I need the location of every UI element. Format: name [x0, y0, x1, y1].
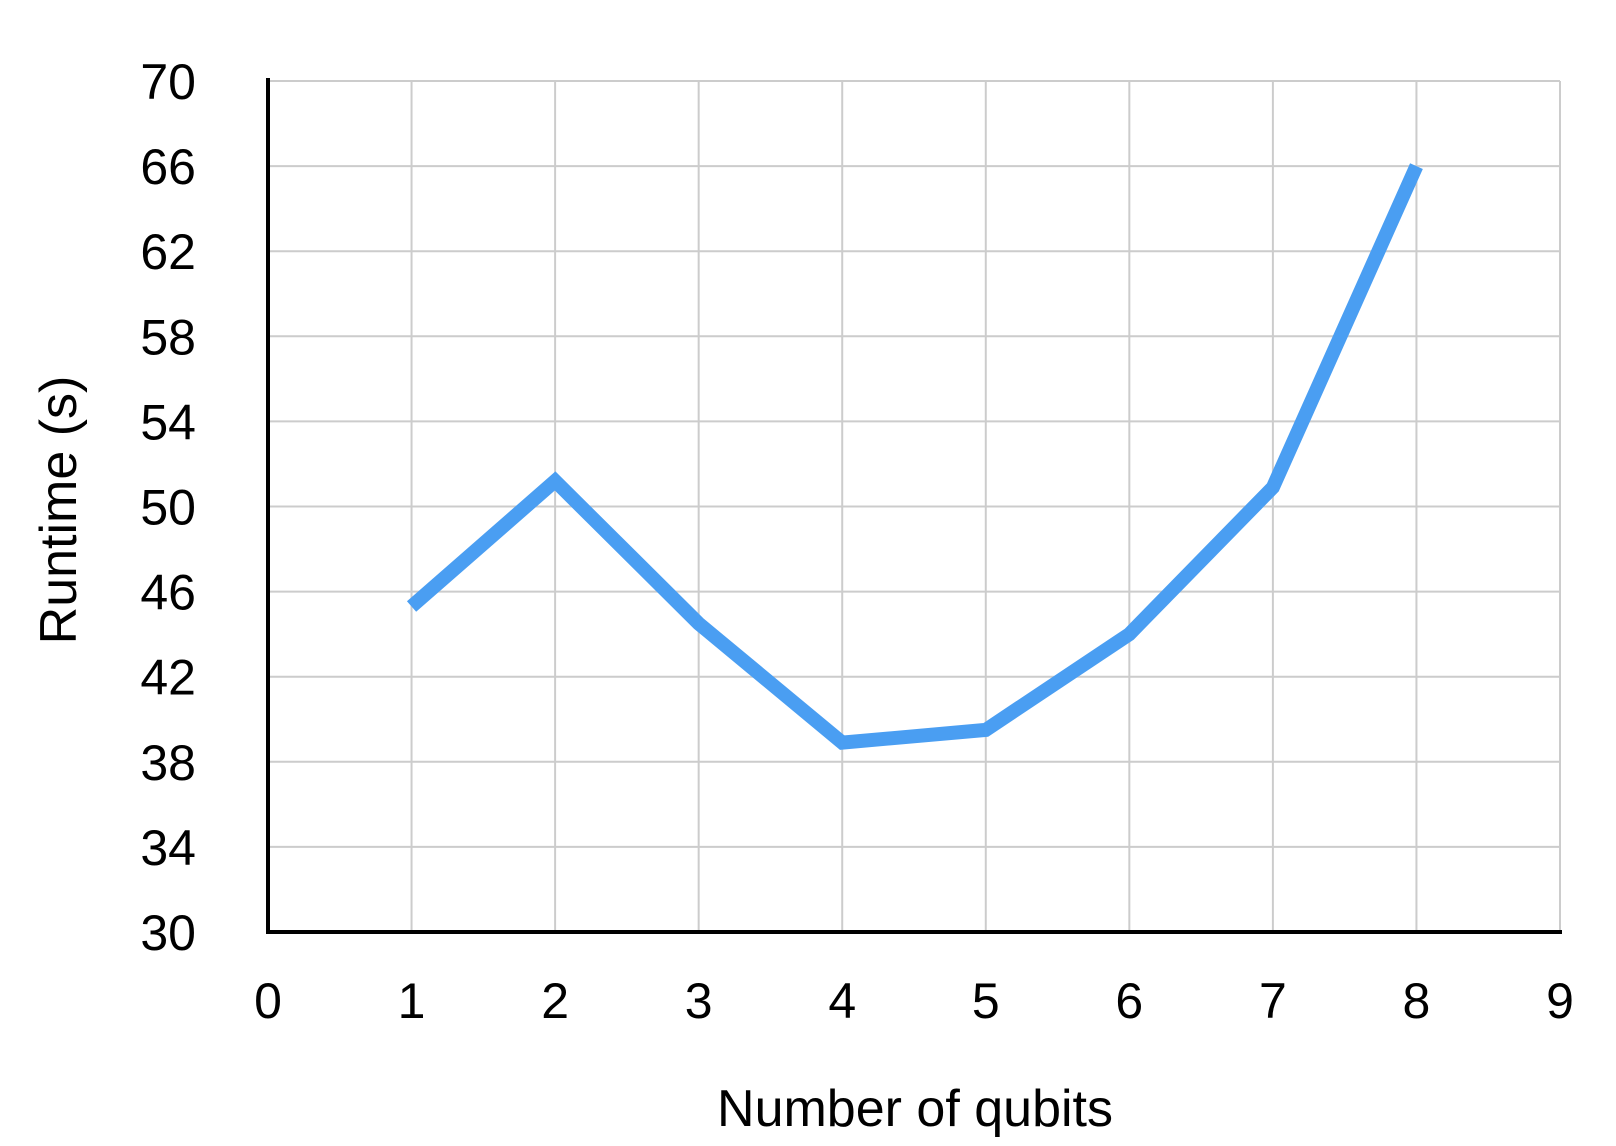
x-tick-label: 9 [1546, 973, 1574, 1029]
y-tick-label: 42 [140, 650, 196, 706]
axes [266, 78, 1562, 934]
x-tick-label: 4 [828, 973, 856, 1029]
x-tick-label: 8 [1403, 973, 1431, 1029]
x-tick-label: 1 [398, 973, 426, 1029]
y-tick-label: 66 [140, 139, 196, 195]
y-tick-label: 70 [140, 54, 196, 110]
y-tick-label: 62 [140, 224, 196, 280]
y-tick-label: 30 [140, 905, 196, 961]
y-tick-label: 46 [140, 565, 196, 621]
y-tick-label: 50 [140, 480, 196, 536]
y-tick-label: 54 [140, 394, 196, 450]
series-line [406, 163, 1423, 750]
x-tick-labels: 0 1 2 3 4 5 6 7 8 9 [254, 973, 1574, 1029]
grid [268, 80, 1561, 932]
x-tick-label: 2 [541, 973, 569, 1029]
y-tick-label: 58 [140, 309, 196, 365]
x-tick-label: 5 [972, 973, 1000, 1029]
x-tick-label: 6 [1115, 973, 1143, 1029]
x-tick-label: 0 [254, 973, 282, 1029]
y-tick-label: 34 [140, 820, 196, 876]
x-tick-label: 3 [685, 973, 713, 1029]
x-tick-label: 7 [1259, 973, 1287, 1029]
x-axis-title: Number of qubits [717, 1080, 1113, 1138]
y-axis-title: Runtime (s) [30, 376, 88, 645]
y-tick-label: 38 [140, 735, 196, 791]
y-tick-labels: 30 34 38 42 46 50 54 58 62 66 70 [140, 54, 196, 961]
series [406, 163, 1423, 750]
